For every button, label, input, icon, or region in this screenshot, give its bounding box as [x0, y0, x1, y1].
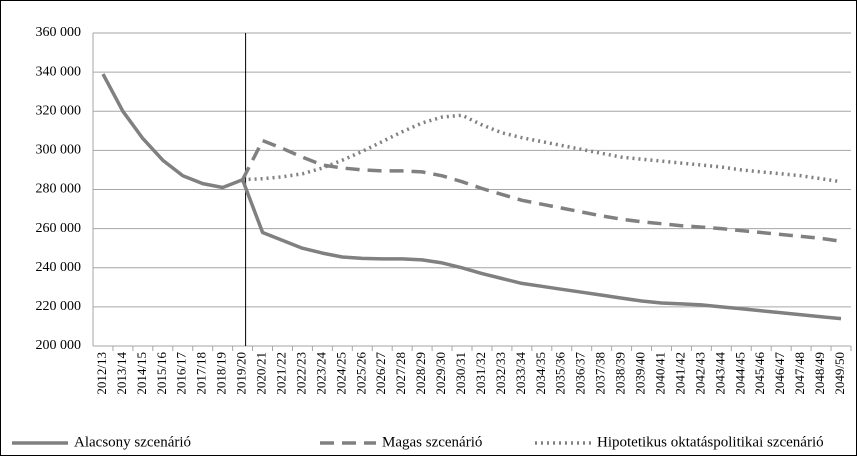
x-tick-label: 2018/19: [214, 352, 229, 395]
y-tick-label: 240 000: [36, 260, 82, 275]
x-tick-label: 2041/42: [672, 352, 687, 395]
x-tick-label: 2036/37: [573, 352, 588, 395]
x-tick-label: 2024/25: [333, 352, 348, 395]
y-tick-label: 340 000: [36, 64, 82, 79]
x-tick-label: 2035/36: [553, 352, 568, 395]
x-tick-label: 2044/45: [732, 352, 747, 395]
y-tick-label: 200 000: [36, 338, 82, 353]
x-tick-label: 2015/16: [154, 352, 169, 395]
x-tick-label: 2043/44: [712, 352, 727, 395]
x-tick-label: 2049/50: [832, 352, 847, 395]
x-tick-label: 2026/27: [373, 352, 388, 395]
x-tick-label: 2019/20: [234, 352, 249, 395]
x-tick-label: 2025/26: [353, 352, 368, 395]
x-tick-label: 2030/31: [453, 352, 468, 395]
x-tick-label: 2038/39: [613, 352, 628, 395]
x-tick-label: 2021/22: [273, 352, 288, 395]
x-tick-label: 2012/13: [94, 352, 109, 395]
x-tick-label: 2045/46: [752, 352, 767, 395]
y-tick-label: 260 000: [36, 221, 82, 236]
y-tick-label: 280 000: [36, 182, 82, 197]
series-line: [241, 138, 842, 244]
x-tick-label: 2039/40: [633, 352, 648, 395]
x-tick-label: 2027/28: [393, 352, 408, 395]
x-tick-label: 2040/41: [652, 352, 667, 395]
x-tick-label: 2020/21: [254, 352, 269, 395]
x-tick-label: 2031/32: [473, 352, 488, 395]
x-tick-label: 2028/29: [413, 352, 428, 395]
x-tick-label: 2033/34: [513, 352, 528, 395]
x-tick-label: 2048/49: [812, 352, 827, 395]
y-tick-label: 320 000: [36, 103, 82, 118]
legend-label: Magas szcenárió: [382, 434, 482, 450]
legend-label: Alacsony szcenárió: [74, 434, 191, 450]
legend-label: Hipotetikus oktatáspolitikai szcenárió: [597, 434, 824, 450]
x-tick-label: 2022/23: [293, 352, 308, 395]
x-tick-label: 2023/24: [313, 352, 328, 395]
x-tick-label: 2047/48: [792, 352, 807, 395]
y-tick-label: 300 000: [36, 143, 82, 158]
series-line: [101, 73, 842, 321]
x-tick-label: 2013/14: [114, 352, 129, 395]
x-tick-label: 2046/47: [772, 352, 787, 395]
series-line: [242, 113, 842, 184]
x-tick-label: 2037/38: [593, 352, 608, 395]
y-tick-label: 360 000: [36, 25, 82, 40]
x-tick-label: 2029/30: [433, 352, 448, 395]
x-tick-label: 2032/33: [493, 352, 508, 395]
x-tick-label: 2034/35: [533, 352, 548, 395]
x-tick-label: 2042/43: [692, 352, 707, 395]
y-tick-label: 220 000: [36, 299, 82, 314]
x-tick-label: 2016/17: [174, 352, 189, 395]
x-tick-label: 2017/18: [194, 352, 209, 395]
x-tick-label: 2014/15: [134, 352, 149, 395]
